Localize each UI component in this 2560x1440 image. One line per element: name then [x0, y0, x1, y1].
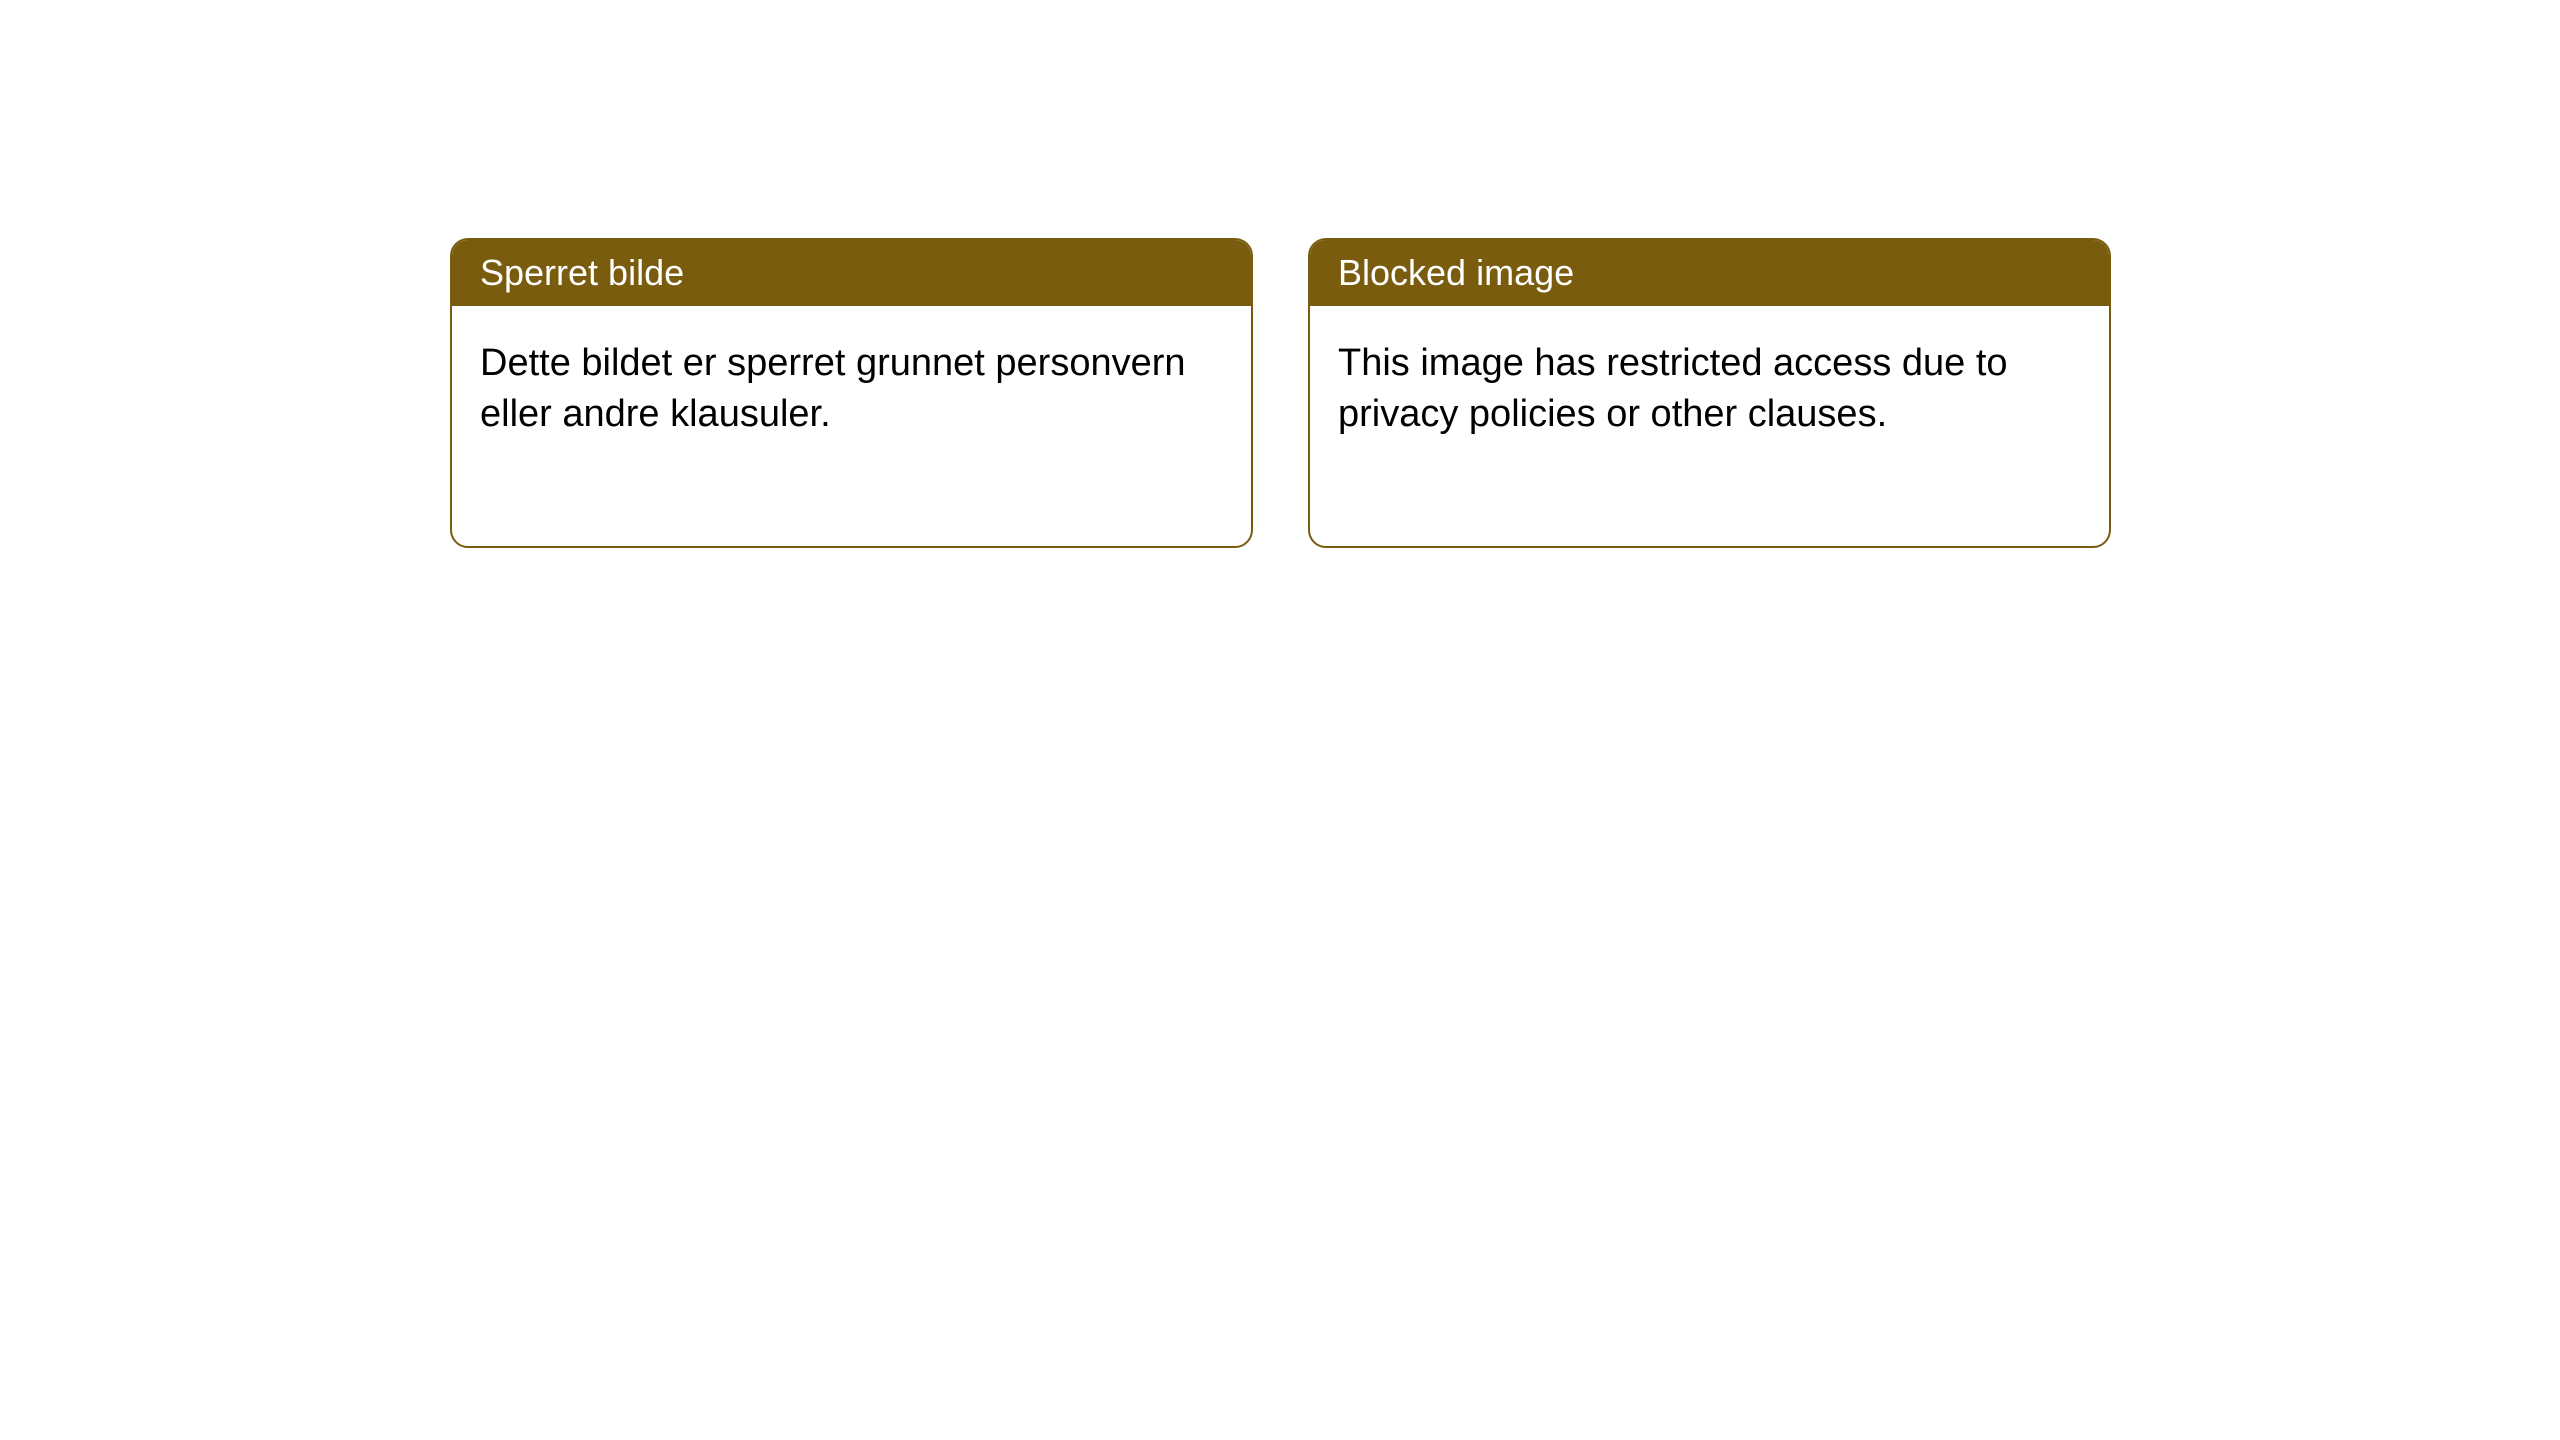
notice-card-norwegian: Sperret bilde Dette bildet er sperret gr…: [450, 238, 1253, 548]
notice-card-english: Blocked image This image has restricted …: [1308, 238, 2111, 548]
notice-title: Blocked image: [1338, 252, 1574, 293]
notice-header-english: Blocked image: [1310, 240, 2109, 306]
notice-message: This image has restricted access due to …: [1338, 342, 2008, 435]
notice-message: Dette bildet er sperret grunnet personve…: [480, 342, 1186, 435]
notice-container: Sperret bilde Dette bildet er sperret gr…: [450, 238, 2111, 548]
notice-body-english: This image has restricted access due to …: [1310, 306, 2109, 546]
notice-body-norwegian: Dette bildet er sperret grunnet personve…: [452, 306, 1251, 546]
notice-header-norwegian: Sperret bilde: [452, 240, 1251, 306]
notice-title: Sperret bilde: [480, 252, 684, 293]
